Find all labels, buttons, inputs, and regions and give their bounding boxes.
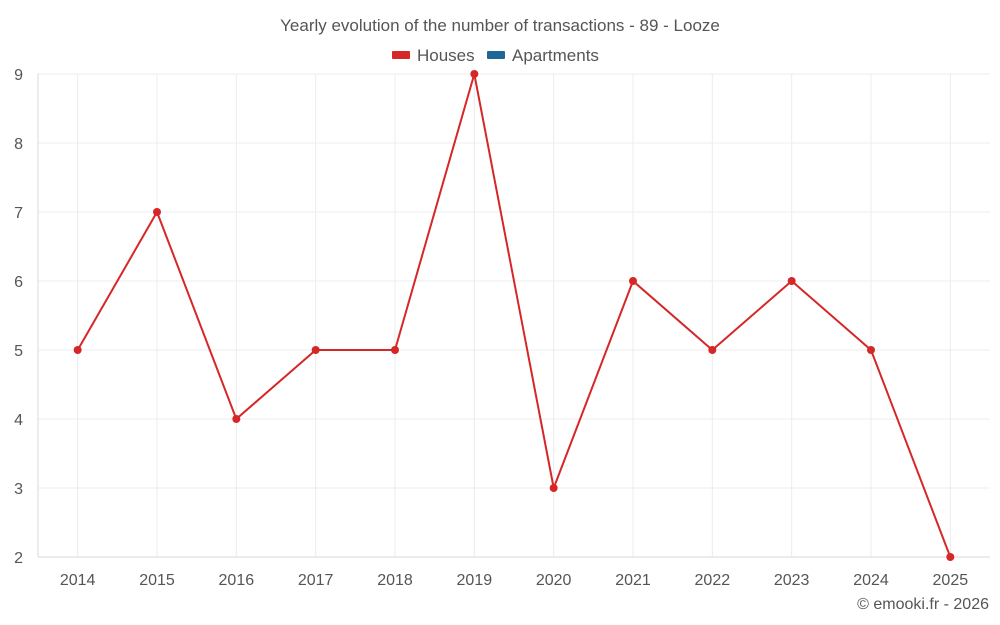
data-point-houses-2019[interactable] bbox=[470, 70, 479, 78]
y-tick-label: 8 bbox=[14, 136, 23, 153]
data-point-houses-2014[interactable] bbox=[73, 346, 82, 354]
y-tick-label: 6 bbox=[14, 274, 23, 291]
legend-swatch-houses bbox=[392, 51, 410, 59]
legend-item-apartments[interactable]: Apartments bbox=[487, 46, 599, 65]
data-point-houses-2022[interactable] bbox=[708, 346, 717, 354]
legend: Houses Apartments bbox=[392, 46, 599, 65]
data-point-houses-2015[interactable] bbox=[153, 208, 161, 216]
x-tick-label: 2016 bbox=[219, 572, 255, 589]
legend-item-houses[interactable]: Houses bbox=[392, 46, 475, 65]
y-tick-label: 3 bbox=[14, 481, 23, 498]
y-tick-label: 5 bbox=[14, 343, 23, 360]
data-point-houses-2017[interactable] bbox=[311, 346, 320, 354]
series bbox=[73, 70, 955, 561]
data-point-houses-2025[interactable] bbox=[946, 553, 955, 561]
chart-title: Yearly evolution of the number of transa… bbox=[280, 16, 720, 35]
data-point-houses-2020[interactable] bbox=[549, 484, 558, 492]
y-tick-labels: 2 3 4 5 6 7 8 9 bbox=[14, 67, 23, 567]
x-tick-label: 2025 bbox=[933, 572, 969, 589]
data-point-houses-2016[interactable] bbox=[232, 415, 241, 423]
x-tick-labels: 2014 2015 2016 2017 2018 2019 2020 2021 2022 2023… bbox=[60, 572, 968, 589]
data-point-houses-2024[interactable] bbox=[867, 346, 875, 354]
credit: © emooki.fr - 2026 bbox=[857, 596, 989, 613]
axes bbox=[37, 74, 990, 558]
x-tick-label: 2018 bbox=[377, 572, 413, 589]
x-tick-label: 2023 bbox=[774, 572, 810, 589]
y-tick-label: 7 bbox=[14, 205, 23, 222]
x-tick-label: 2020 bbox=[536, 572, 572, 589]
y-tick-label: 9 bbox=[14, 67, 23, 84]
data-point-houses-2018[interactable] bbox=[391, 346, 399, 354]
x-tick-label: 2019 bbox=[457, 572, 493, 589]
y-tick-label: 4 bbox=[14, 412, 23, 429]
legend-label-apartments: Apartments bbox=[512, 46, 599, 65]
series-line-houses bbox=[76, 73, 952, 558]
grid bbox=[38, 73, 990, 557]
y-tick-label: 2 bbox=[14, 550, 23, 567]
data-point-houses-2023[interactable] bbox=[787, 277, 796, 285]
data-point-houses-2021[interactable] bbox=[629, 277, 637, 285]
x-tick-label: 2015 bbox=[139, 572, 175, 589]
x-tick-label: 2014 bbox=[60, 572, 96, 589]
x-tick-label: 2024 bbox=[853, 572, 889, 589]
x-tick-label: 2022 bbox=[695, 572, 731, 589]
legend-label-houses: Houses bbox=[417, 46, 475, 65]
x-tick-label: 2021 bbox=[615, 572, 651, 589]
legend-swatch-apartments bbox=[487, 51, 505, 59]
x-tick-label: 2017 bbox=[298, 572, 334, 589]
